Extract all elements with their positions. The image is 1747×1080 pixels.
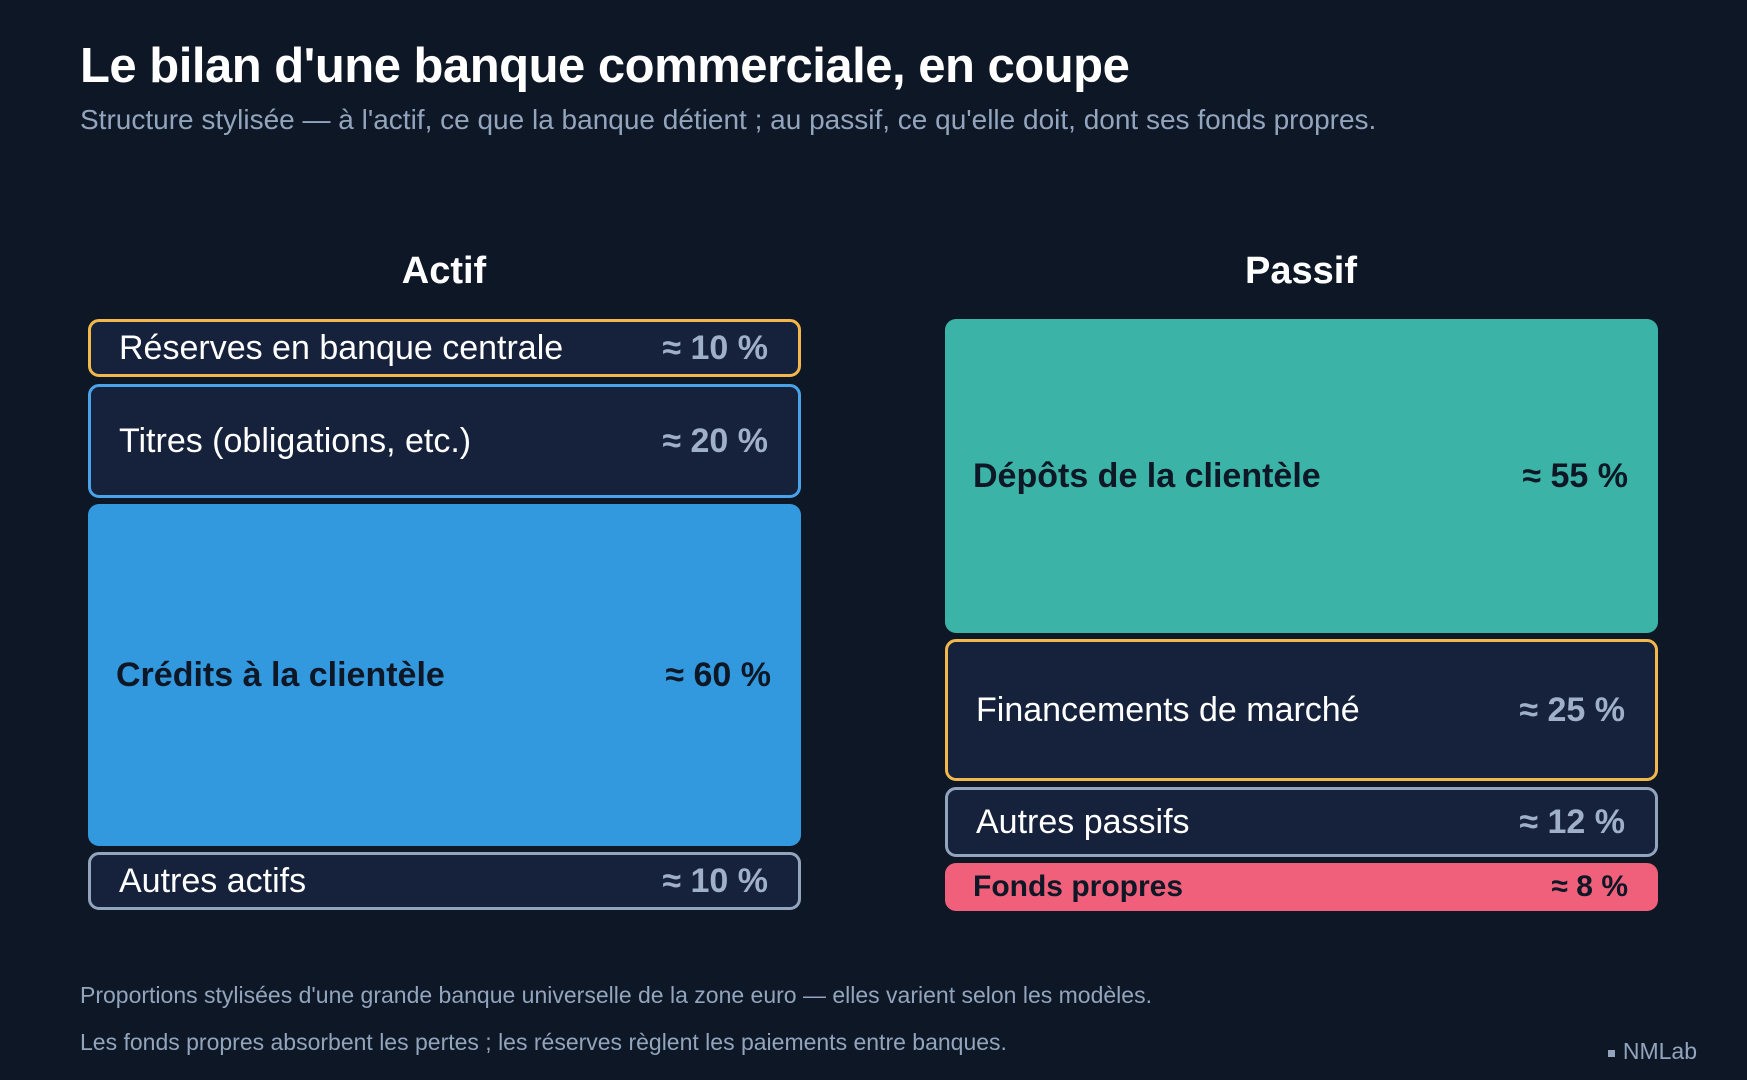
actif-block-titres: Titres (obligations, etc.) ≈ 20 % (88, 384, 801, 498)
passif-heading: Passif (1245, 250, 1357, 292)
actif-block-label: Autres actifs (119, 861, 307, 900)
passif-block-financements: Financements de marché ≈ 25 % (945, 639, 1658, 781)
passif-block-label: Financements de marché (976, 690, 1360, 729)
actif-block-label: Crédits à la clientèle (116, 655, 445, 694)
footnote-proportions: Proportions stylisées d'une grande banqu… (80, 982, 1152, 1008)
actif-block-pct: ≈ 10 % (662, 861, 768, 900)
passif-block-label: Fonds propres (973, 870, 1184, 903)
actif-block-pct: ≈ 20 % (662, 421, 768, 460)
passif-block-pct: ≈ 25 % (1519, 690, 1625, 729)
square-bullet-icon (1607, 1049, 1615, 1057)
actif-block-credits: Crédits à la clientèle ≈ 60 % (88, 504, 801, 846)
page-title: Le bilan d'une banque commerciale, en co… (80, 39, 1130, 93)
passif-block-pct: ≈ 12 % (1519, 802, 1625, 841)
actif-block-pct: ≈ 60 % (665, 655, 771, 694)
passif-block-pct: ≈ 55 % (1522, 456, 1628, 495)
brand-name: NMLab (1622, 1038, 1697, 1064)
actif-heading: Actif (401, 250, 487, 292)
passif-block-label: Dépôts de la clientèle (973, 456, 1321, 495)
page-subtitle: Structure stylisée — à l'actif, ce que l… (80, 104, 1377, 135)
passif-block-pct: ≈ 8 % (1551, 870, 1629, 903)
brand-credit: NMLab (1607, 1038, 1697, 1065)
footnote-fonds-propres: Les fonds propres absorbent les pertes ;… (80, 1029, 1007, 1055)
actif-block-pct: ≈ 10 % (662, 328, 768, 367)
passif-block-label: Autres passifs (976, 802, 1190, 841)
actif-block-autres: Autres actifs ≈ 10 % (88, 852, 801, 910)
passif-block-fonds-propres: Fonds propres ≈ 8 % (945, 863, 1658, 911)
actif-block-reserves: Réserves en banque centrale ≈ 10 % (88, 319, 801, 377)
actif-block-label: Réserves en banque centrale (119, 328, 564, 367)
passif-block-depots: Dépôts de la clientèle ≈ 55 % (945, 319, 1658, 633)
actif-block-label: Titres (obligations, etc.) (119, 421, 472, 460)
passif-block-autres: Autres passifs ≈ 12 % (945, 787, 1658, 857)
